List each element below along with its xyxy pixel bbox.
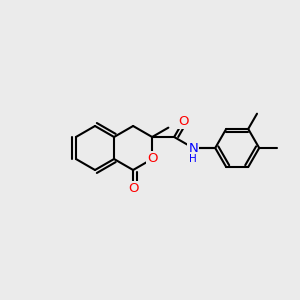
Text: H: H: [189, 154, 197, 164]
Text: N: N: [188, 142, 198, 154]
Text: O: O: [128, 182, 138, 195]
Text: O: O: [147, 152, 158, 166]
Text: O: O: [178, 115, 188, 128]
